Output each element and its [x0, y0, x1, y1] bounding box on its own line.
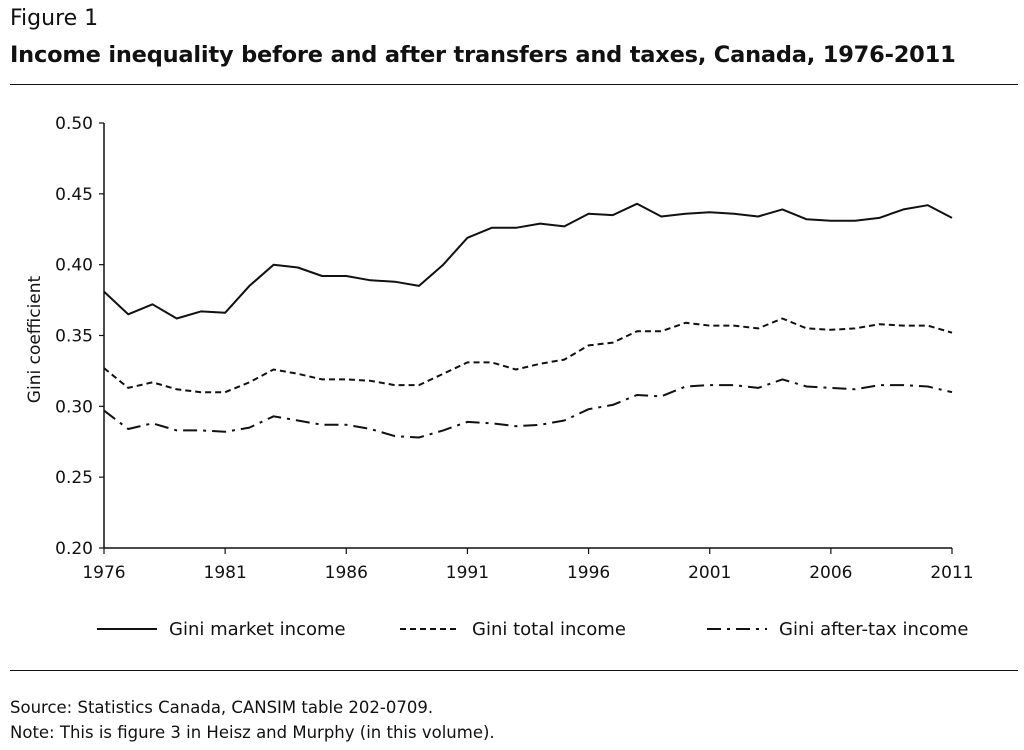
line-chart: 0.20 0.25 0.30 0.35 0.40 0.45 0.50 1976 1981 1986… — [25, 114, 974, 640]
series-line-2 — [103, 317, 953, 394]
y-tick-label: 0.35 — [55, 327, 93, 347]
series-line-3 — [103, 378, 953, 439]
legend-label-1: Gini market income — [169, 619, 346, 640]
series-line-1 — [103, 202, 953, 320]
figure-label: Figure 1 — [10, 6, 99, 31]
x-tick-label: 2001 — [688, 563, 731, 583]
y-tick-label: 0.25 — [55, 468, 93, 488]
y-tick-label: 0.20 — [55, 539, 93, 559]
x-tick-label: 1986 — [325, 563, 368, 583]
x-tick-label: 2006 — [809, 563, 852, 583]
top-divider — [10, 84, 1018, 85]
y-tick-label: 0.40 — [55, 256, 93, 276]
legend-label-3: Gini after-tax income — [779, 619, 968, 640]
x-tick-label: 1976 — [82, 563, 125, 583]
x-tick-label: 2011 — [930, 563, 973, 583]
y-tick-label: 0.45 — [55, 185, 93, 205]
chart-title: Income inequality before and after trans… — [10, 42, 956, 68]
y-axis-label: Gini coefficient — [25, 275, 45, 403]
x-tick-label: 1981 — [204, 563, 247, 583]
x-tick-label: 1996 — [567, 563, 610, 583]
y-tick-label: 0.30 — [55, 397, 93, 417]
x-tick-label: 1991 — [446, 563, 489, 583]
bottom-divider — [10, 670, 1018, 671]
y-tick-label: 0.50 — [55, 114, 93, 134]
source-note: Source: Statistics Canada, CANSIM table … — [10, 698, 434, 717]
legend-label-2: Gini total income — [472, 619, 626, 640]
volume-note: Note: This is figure 3 in Heisz and Murp… — [10, 723, 495, 742]
